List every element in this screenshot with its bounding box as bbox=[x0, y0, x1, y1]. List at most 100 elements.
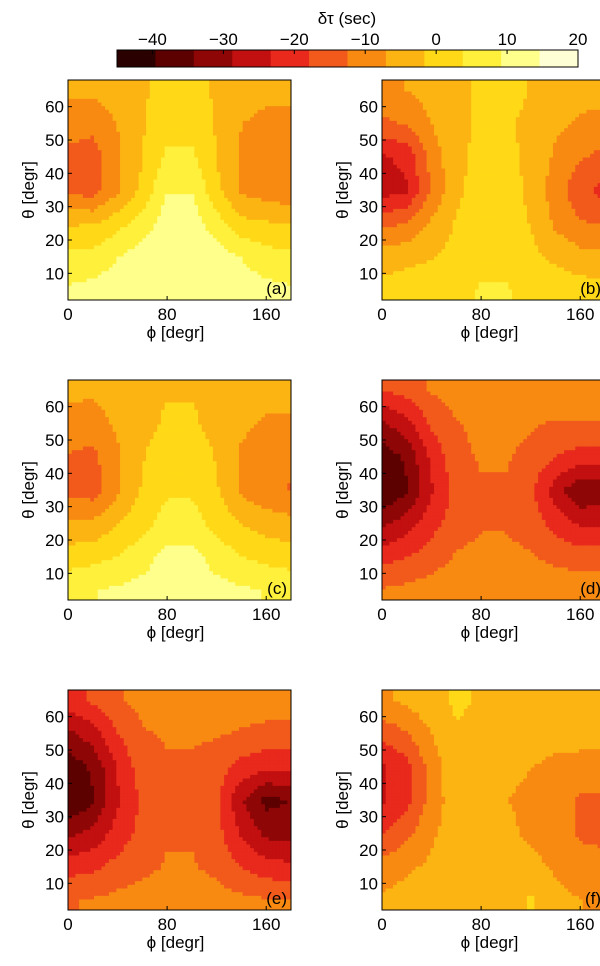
contour-cell bbox=[183, 212, 188, 217]
contour-cell bbox=[261, 215, 266, 220]
contour-cell bbox=[235, 164, 240, 169]
contour-cell bbox=[134, 274, 140, 279]
contour-cell bbox=[116, 120, 121, 125]
contour-cell bbox=[205, 142, 210, 147]
contour-cell bbox=[183, 87, 188, 92]
contour-cell bbox=[131, 160, 136, 165]
contour-cell bbox=[172, 168, 177, 173]
contour-cell bbox=[250, 190, 255, 195]
contour-cell bbox=[246, 113, 251, 118]
contour-cell bbox=[486, 223, 491, 228]
contour-cell bbox=[497, 252, 502, 257]
contour-cell bbox=[183, 120, 188, 125]
contour-cell bbox=[120, 190, 125, 195]
contour-cell bbox=[127, 230, 132, 235]
contour-cell bbox=[138, 80, 143, 85]
contour-cell bbox=[116, 230, 121, 235]
contour-cell bbox=[212, 197, 218, 202]
contour-cell bbox=[146, 83, 151, 88]
contour-cell bbox=[183, 219, 188, 224]
contour-cell bbox=[209, 219, 214, 224]
contour-cell bbox=[138, 160, 143, 165]
contour-cell bbox=[212, 274, 218, 279]
contour-cell bbox=[264, 263, 270, 268]
contour-cell bbox=[209, 212, 214, 217]
contour-cell bbox=[489, 296, 494, 300]
contour-cell bbox=[227, 270, 233, 275]
contour-cell bbox=[112, 175, 117, 180]
contour-cell bbox=[108, 296, 114, 300]
contour-cell bbox=[530, 281, 535, 286]
contour-cell bbox=[112, 105, 117, 110]
contour-cell bbox=[276, 267, 281, 272]
contour-cell bbox=[257, 175, 262, 180]
contour-cell bbox=[116, 285, 121, 290]
contour-cell bbox=[253, 164, 259, 169]
contour-cell bbox=[582, 285, 587, 290]
contour-cell bbox=[175, 263, 180, 268]
contour-cell bbox=[186, 138, 192, 143]
contour-cell bbox=[441, 263, 446, 268]
contour-cell bbox=[504, 285, 509, 290]
contour-cell bbox=[101, 157, 106, 162]
contour-cell bbox=[400, 215, 405, 220]
contour-cell bbox=[186, 256, 192, 261]
contour-cell bbox=[220, 131, 225, 136]
contour-cell bbox=[79, 105, 84, 110]
contour-cell bbox=[101, 215, 106, 220]
contour-cell bbox=[235, 83, 240, 88]
contour-cell bbox=[179, 223, 184, 228]
contour-cell bbox=[68, 256, 73, 261]
contour-cell bbox=[253, 91, 259, 96]
contour-cell bbox=[578, 270, 584, 275]
contour-cell bbox=[183, 164, 188, 169]
contour-cell bbox=[448, 259, 454, 264]
contour-cell bbox=[235, 263, 240, 268]
contour-cell bbox=[175, 131, 180, 136]
contour-cell bbox=[205, 153, 210, 158]
contour-cell bbox=[489, 234, 494, 239]
contour-cell bbox=[441, 270, 446, 275]
contour-cell bbox=[486, 248, 491, 253]
contour-cell bbox=[530, 226, 535, 231]
contour-cell bbox=[212, 120, 218, 125]
contour-cell bbox=[75, 237, 80, 242]
contour-cell bbox=[452, 230, 457, 235]
contour-cell bbox=[194, 171, 199, 176]
contour-cell bbox=[283, 234, 288, 239]
contour-cell bbox=[209, 204, 214, 209]
contour-cell bbox=[441, 285, 446, 290]
contour-cell bbox=[101, 175, 106, 180]
contour-cell bbox=[175, 113, 180, 118]
contour-cell bbox=[500, 226, 506, 231]
contour-cell bbox=[142, 102, 147, 107]
contour-cell bbox=[123, 197, 128, 202]
contour-cell bbox=[149, 98, 154, 103]
contour-cell bbox=[179, 215, 184, 220]
contour-cell bbox=[157, 120, 162, 125]
contour-cell bbox=[564, 234, 569, 239]
contour-cell bbox=[190, 127, 195, 132]
contour-cell bbox=[86, 175, 91, 180]
contour-cell bbox=[75, 197, 80, 202]
contour-cell bbox=[515, 230, 521, 235]
contour-cell bbox=[231, 256, 236, 261]
contour-cell bbox=[471, 219, 476, 224]
contour-cell bbox=[434, 259, 439, 264]
contour-cell bbox=[183, 186, 188, 191]
contour-cell bbox=[212, 186, 218, 191]
contour-cell bbox=[287, 149, 291, 154]
contour-cell bbox=[445, 267, 450, 272]
contour-cell bbox=[448, 270, 454, 275]
contour-cell bbox=[105, 135, 110, 140]
contour-cell bbox=[179, 226, 184, 231]
contour-cell bbox=[108, 116, 114, 121]
contour-cell bbox=[523, 274, 528, 279]
contour-cell bbox=[238, 193, 244, 198]
contour-cell bbox=[287, 138, 291, 143]
contour-cell bbox=[227, 289, 233, 294]
contour-cell bbox=[168, 91, 173, 96]
contour-cell bbox=[97, 83, 102, 88]
contour-cell bbox=[242, 270, 247, 275]
contour-cell bbox=[283, 102, 288, 107]
